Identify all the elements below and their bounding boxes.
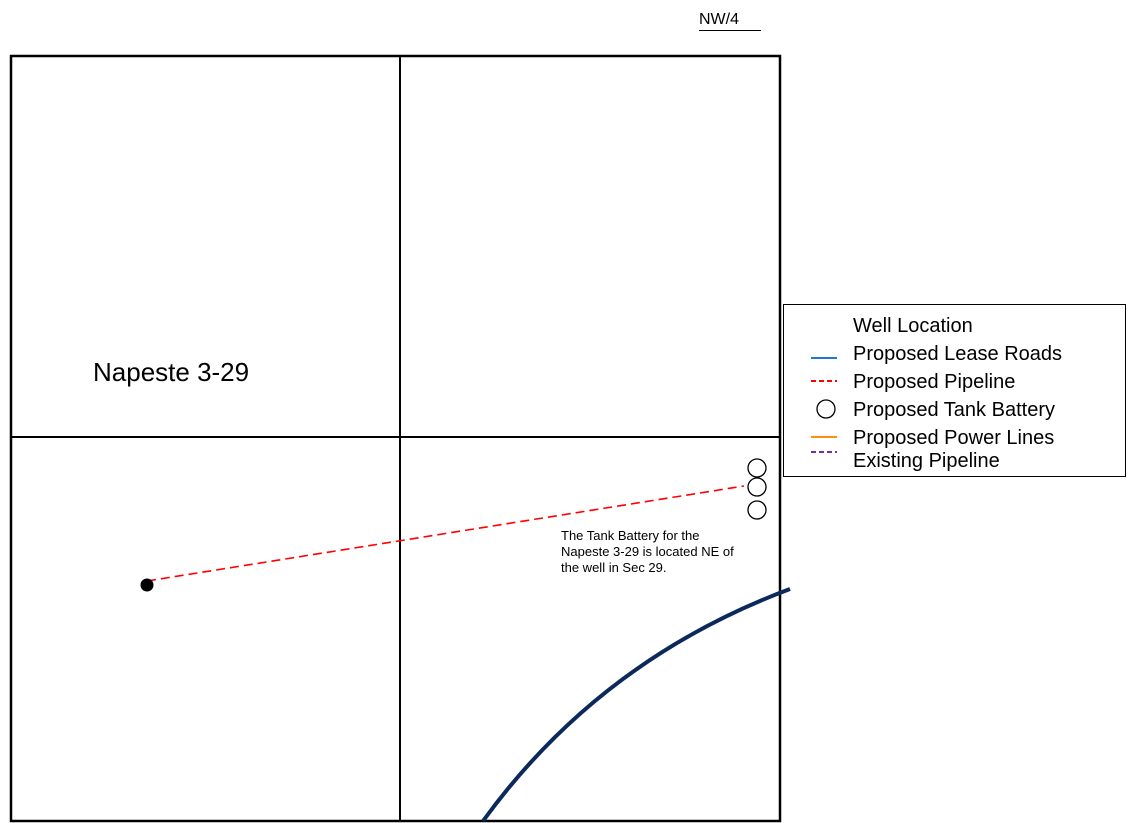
tank-battery-circle: [747, 458, 767, 478]
proposed-pipeline-dash-icon: [811, 380, 837, 382]
legend-label: Proposed Lease Roads: [853, 343, 1063, 365]
legend-item-proposed-pipeline: Proposed Pipeline: [784, 367, 1125, 396]
well-name-label: Napeste 3-29: [93, 357, 250, 387]
proposed-pipeline-line: [146, 485, 745, 582]
legend-label: Proposed Power Lines: [853, 427, 1055, 449]
note-line: the well in Sec 29.: [561, 560, 667, 575]
quarter-section-label: NW/4: [699, 11, 761, 31]
note-line: The Tank Battery for the: [561, 528, 700, 543]
road-curve: [481, 587, 791, 823]
tank-battery-circle: [747, 500, 767, 520]
note-line: Napeste 3-29 is located NE of: [561, 544, 734, 559]
map-legend: Well Location Proposed Lease Roads Propo…: [783, 304, 1126, 477]
legend-item-well-location: Well Location: [784, 311, 1125, 340]
power-line-icon: [811, 436, 837, 438]
tank-battery-circle-icon: [816, 399, 836, 419]
lease-road-line-icon: [811, 357, 837, 359]
legend-item-tank-battery: Proposed Tank Battery: [784, 395, 1125, 424]
legend-label: Proposed Tank Battery: [853, 399, 1055, 421]
section-boundary: [9, 54, 782, 823]
well-location-marker: [140, 578, 154, 592]
legend-item-power-lines: Proposed Power Lines: [784, 423, 1125, 452]
existing-pipeline-dash-icon: [811, 451, 837, 453]
tank-battery-note: The Tank Battery for the Napeste 3-29 is…: [561, 528, 776, 576]
legend-label: Well Location: [853, 315, 973, 337]
legend-item-existing-pipeline: Existing Pipeline: [784, 446, 1125, 475]
legend-label: Proposed Pipeline: [853, 371, 1016, 393]
legend-label: Existing Pipeline: [853, 450, 1000, 472]
well-location-legend-symbol: [804, 311, 844, 340]
legend-item-lease-roads: Proposed Lease Roads: [784, 339, 1125, 368]
tank-battery-circle: [747, 477, 767, 497]
